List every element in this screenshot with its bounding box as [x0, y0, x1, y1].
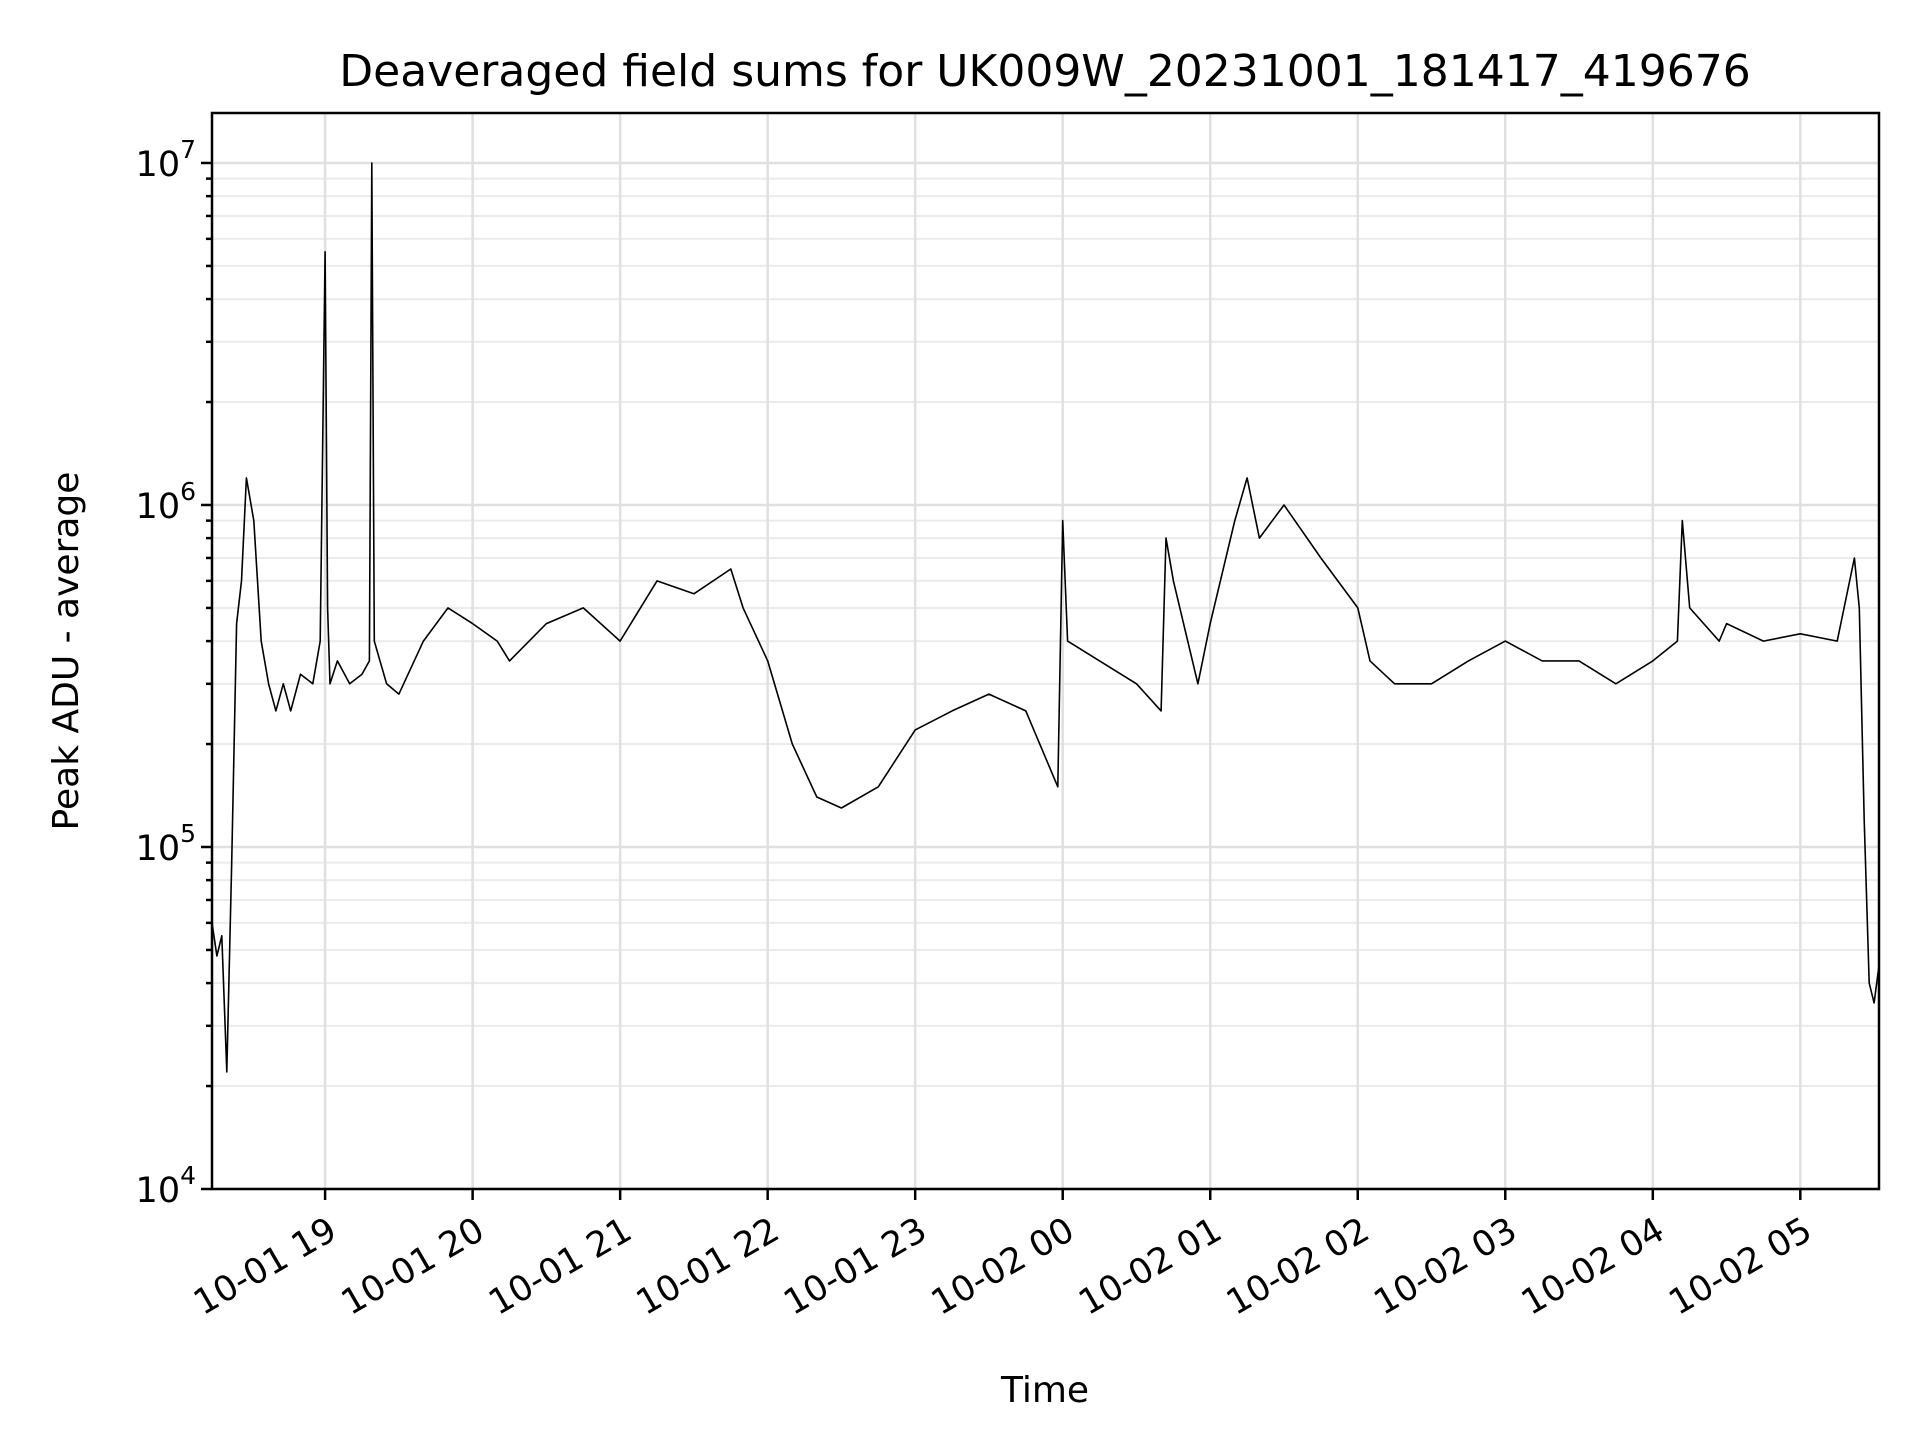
y-tick-label: 105 [136, 819, 196, 869]
plot-frame [210, 111, 1881, 1191]
y-tick-label: 104 [136, 1161, 196, 1211]
y-tick-label: 106 [136, 477, 196, 527]
y-tick-exponent: 4 [180, 1161, 196, 1190]
data-series [211, 162, 1880, 1073]
grid-lines [212, 113, 1879, 1191]
y-tick-base: 10 [136, 145, 181, 185]
y-tick-label: 107 [136, 135, 196, 185]
y-tick-base: 10 [136, 829, 181, 869]
y-axis-label: Peak ADU - average [46, 472, 87, 831]
chart-title: Deaveraged field sums for UK009W_2023100… [339, 46, 1750, 97]
series-line [211, 162, 1880, 1073]
y-tick-exponent: 7 [180, 135, 196, 164]
y-tick-exponent: 5 [180, 819, 196, 848]
x-axis-label: Time [1000, 1370, 1089, 1411]
y-tick-base: 10 [136, 487, 181, 527]
y-tick-base: 10 [136, 1171, 181, 1211]
y-tick-exponent: 6 [180, 477, 196, 506]
